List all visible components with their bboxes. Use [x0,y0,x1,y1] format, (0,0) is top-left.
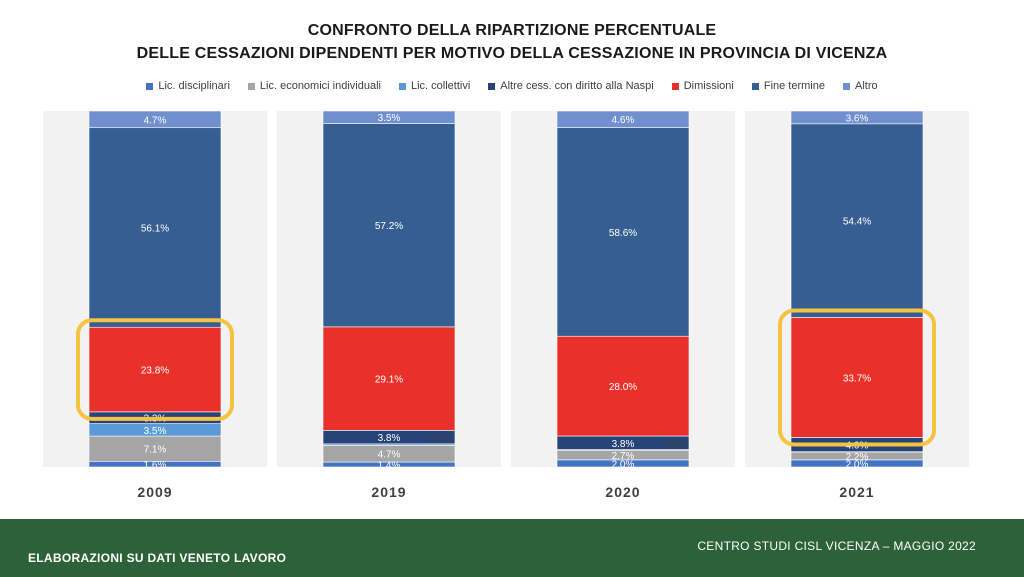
data-label: 1.6% [144,460,167,471]
legend-item-2: Lic. economici individuali [247,80,381,92]
footer-credit: CENTRO STUDI CISL VICENZA – MAGGIO 2022 [697,539,976,553]
legend-label: Lic. collettivi [410,80,471,92]
footer-bar: ELABORAZIONI SU DATI VENETO LAVORO CENTR… [0,519,1024,577]
category-label: 2019 [371,484,406,500]
bar-segment-2009-2 [88,435,222,462]
legend-swatch [488,82,496,90]
data-label: 7.1% [144,445,167,456]
legend-swatch [842,82,850,90]
legend-item-7: Altro [842,80,878,92]
highlight-frame [76,318,234,421]
bar-segment-2020-5 [556,335,690,437]
data-label: 2.2% [846,452,869,463]
legend-swatch [671,82,679,90]
data-label: 28.0% [609,382,637,393]
bar-segment-2019-6 [322,123,456,328]
bar-segment-2009-7 [88,110,222,129]
legend-item-3: Lic. collettivi [398,80,471,92]
data-label: 23.8% [141,366,169,377]
data-label: 3.8% [378,433,401,444]
data-label: 4.7% [378,450,401,461]
bar-segment-2021-5 [790,317,924,438]
data-label: 58.6% [609,228,637,239]
data-label: 1.4% [378,461,401,472]
data-label: 0.1% [898,442,921,453]
category-label: 2020 [605,484,640,500]
bar-segment-2009-6 [88,127,222,328]
data-label: 0.4% [430,434,453,445]
data-label: 3.5% [144,426,167,437]
bar-segment-2019-7 [322,110,456,124]
legend-swatch [751,82,759,90]
category-label: 2009 [137,484,172,500]
chart-title-line-2: DELLE CESSAZIONI DIPENDENTI PER MOTIVO D… [136,45,888,62]
chart-legend: Lic. disciplinari Lic. economici individu… [0,80,1024,92]
data-label: 29.1% [375,375,403,386]
data-label: 4.6% [612,115,635,126]
stacked-bar-chart: 1.6%7.1%3.5%3.3%23.8%56.1%4.7%20091.4%4.… [43,110,969,500]
data-label: 3.8% [612,439,635,450]
footer-source: ELABORAZIONI SU DATI VENETO LAVORO [28,551,287,565]
chart-title-line-1: CONFRONTO DELLA RIPARTIZIONE PERCENTUALE [307,22,717,39]
bar-segment-2019-5 [322,326,456,431]
bar-segment-2021-6 [790,123,924,318]
data-label: 56.1% [141,223,169,234]
data-label: 3.5% [378,113,401,124]
legend-label: Altre cess. con diritto alla Naspi [500,80,654,92]
legend-label: Altro [854,80,878,92]
category-label: 2021 [839,484,874,500]
legend-swatch [398,82,406,90]
data-label: 4.7% [144,115,167,126]
data-label: 2.0% [612,459,635,470]
legend-label: Lic. disciplinari [158,80,230,92]
highlight-frame [778,308,936,447]
bar-segment-2021-7 [790,110,924,125]
bar-segment-2020-6 [556,127,690,337]
bar-segment-2020-7 [556,110,690,128]
legend-swatch [146,82,154,90]
legend-item-4: Altre cess. con diritto alla Naspi [488,80,654,92]
legend-item-5: Dimissioni [671,80,734,92]
data-label: 2.7% [612,451,635,462]
data-label: 33.7% [843,373,871,384]
data-label: 57.2% [375,221,403,232]
data-label: 54.4% [843,217,871,228]
legend-label: Dimissioni [683,80,734,92]
bar-segment-2009-5 [88,326,222,413]
data-label: 2.0% [846,459,869,470]
legend-swatch [247,82,255,90]
legend-label: Lic. economici individuali [259,80,381,92]
legend-item-1: Lic. disciplinari [146,80,230,92]
data-label: 3.6% [846,113,869,124]
legend-item-6: Fine termine [751,80,825,92]
data-label: 0.2% [664,440,687,451]
legend-label: Fine termine [763,80,825,92]
